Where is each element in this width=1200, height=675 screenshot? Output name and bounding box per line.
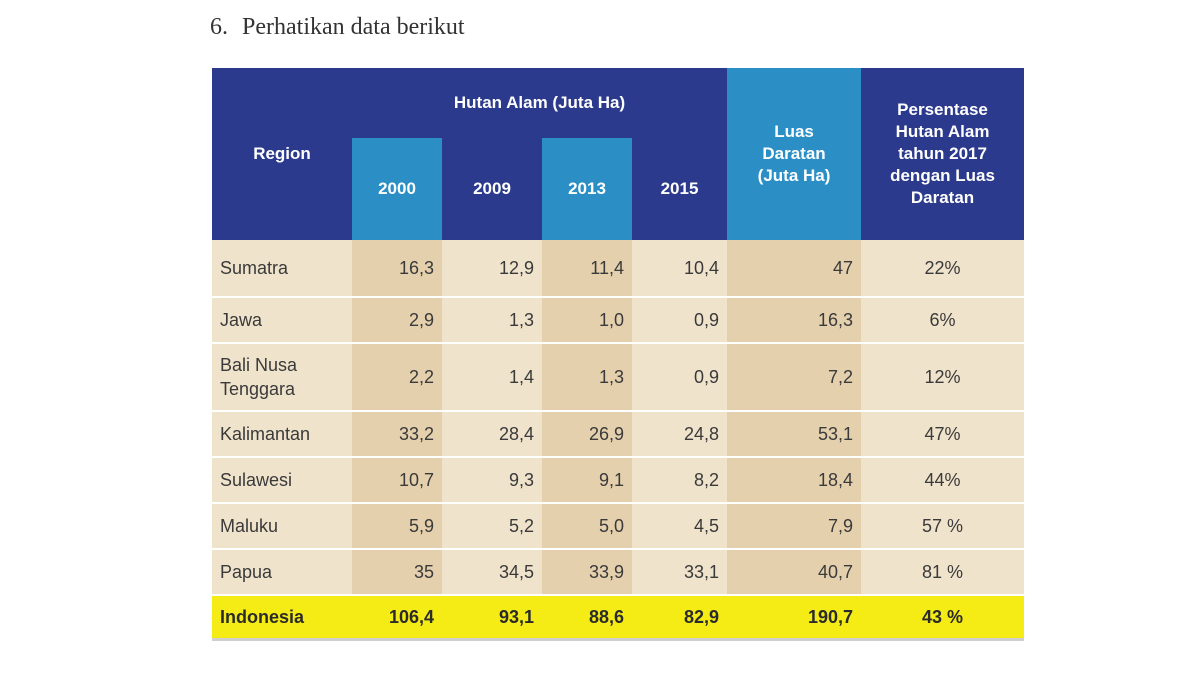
header-year-2000: 2000 <box>352 138 442 240</box>
value-land-area: 7,2 <box>727 343 862 412</box>
region-cell: Bali Nusa Tenggara <box>212 343 352 412</box>
value-2000: 35 <box>352 549 442 596</box>
table-row: Sumatra 16,3 12,9 11,4 10,4 47 22% <box>212 240 1025 298</box>
value-2015: 8,2 <box>632 457 728 504</box>
value-2013: 11,4 <box>542 240 632 298</box>
region-cell: Kalimantan <box>212 411 352 458</box>
value-2000: 5,9 <box>352 503 442 550</box>
value-2013: 1,3 <box>542 343 632 412</box>
value-2009: 9,3 <box>442 457 542 504</box>
total-region-cell: Indonesia <box>212 595 352 641</box>
table-row: Maluku 5,9 5,2 5,0 4,5 7,9 57 % <box>212 503 1025 550</box>
value-2009: 1,4 <box>442 343 542 412</box>
value-2013: 9,1 <box>542 457 632 504</box>
value-2013: 1,0 <box>542 297 632 344</box>
total-value-percentage: 43 % <box>861 595 1025 641</box>
region-cell: Papua <box>212 549 352 596</box>
value-percentage: 22% <box>861 240 1025 298</box>
value-2000: 33,2 <box>352 411 442 458</box>
value-percentage: 81 % <box>861 549 1025 596</box>
region-cell: Jawa <box>212 297 352 344</box>
header-year-2015: 2015 <box>632 138 728 240</box>
value-land-area: 18,4 <box>727 457 862 504</box>
header-year-2009: 2009 <box>442 138 542 240</box>
value-2015: 24,8 <box>632 411 728 458</box>
value-2013: 5,0 <box>542 503 632 550</box>
forest-data-table: Region Hutan Alam (Juta Ha) Luas Daratan… <box>212 68 1025 641</box>
question-number: 6. <box>210 14 228 40</box>
value-2015: 0,9 <box>632 297 728 344</box>
total-value-2000: 106,4 <box>352 595 442 641</box>
value-land-area: 53,1 <box>727 411 862 458</box>
value-2000: 2,2 <box>352 343 442 412</box>
value-2015: 4,5 <box>632 503 728 550</box>
value-2000: 16,3 <box>352 240 442 298</box>
question-heading: 6. Perhatikan data berikut <box>210 14 465 41</box>
value-land-area: 47 <box>727 240 862 298</box>
region-cell: Maluku <box>212 503 352 550</box>
value-2000: 2,9 <box>352 297 442 344</box>
total-value-land-area: 190,7 <box>727 595 862 641</box>
value-2000: 10,7 <box>352 457 442 504</box>
table-row: Papua 35 34,5 33,9 33,1 40,7 81 % <box>212 549 1025 596</box>
header-forest-percentage: Persentase Hutan Alam tahun 2017 dengan … <box>861 68 1025 240</box>
question-text: Perhatikan data berikut <box>242 14 465 40</box>
header-natural-forest: Hutan Alam (Juta Ha) <box>352 68 728 138</box>
total-value-2013: 88,6 <box>542 595 632 641</box>
total-value-2009: 93,1 <box>442 595 542 641</box>
value-land-area: 7,9 <box>727 503 862 550</box>
value-2015: 33,1 <box>632 549 728 596</box>
region-cell: Sulawesi <box>212 457 352 504</box>
value-2009: 1,3 <box>442 297 542 344</box>
value-percentage: 6% <box>861 297 1025 344</box>
value-2009: 28,4 <box>442 411 542 458</box>
value-2015: 10,4 <box>632 240 728 298</box>
value-2009: 34,5 <box>442 549 542 596</box>
header-land-area: Luas Daratan (Juta Ha) <box>727 68 862 240</box>
value-land-area: 16,3 <box>727 297 862 344</box>
value-2009: 5,2 <box>442 503 542 550</box>
value-2013: 26,9 <box>542 411 632 458</box>
value-percentage: 44% <box>861 457 1025 504</box>
value-2015: 0,9 <box>632 343 728 412</box>
table-row: Sulawesi 10,7 9,3 9,1 8,2 18,4 44% <box>212 457 1025 504</box>
value-percentage: 12% <box>861 343 1025 412</box>
value-land-area: 40,7 <box>727 549 862 596</box>
value-2009: 12,9 <box>442 240 542 298</box>
value-percentage: 47% <box>861 411 1025 458</box>
table-row: Bali Nusa Tenggara 2,2 1,4 1,3 0,9 7,2 1… <box>212 343 1025 412</box>
total-value-2015: 82,9 <box>632 595 728 641</box>
table-body: Sumatra 16,3 12,9 11,4 10,4 47 22% Jawa … <box>212 240 1025 641</box>
total-row: Indonesia 106,4 93,1 88,6 82,9 190,7 43 … <box>212 595 1025 641</box>
header-region: Region <box>212 68 352 240</box>
header-year-2013: 2013 <box>542 138 632 240</box>
value-2013: 33,9 <box>542 549 632 596</box>
table-row: Jawa 2,9 1,3 1,0 0,9 16,3 6% <box>212 297 1025 344</box>
value-percentage: 57 % <box>861 503 1025 550</box>
table-row: Kalimantan 33,2 28,4 26,9 24,8 53,1 47% <box>212 411 1025 458</box>
region-cell: Sumatra <box>212 240 352 298</box>
